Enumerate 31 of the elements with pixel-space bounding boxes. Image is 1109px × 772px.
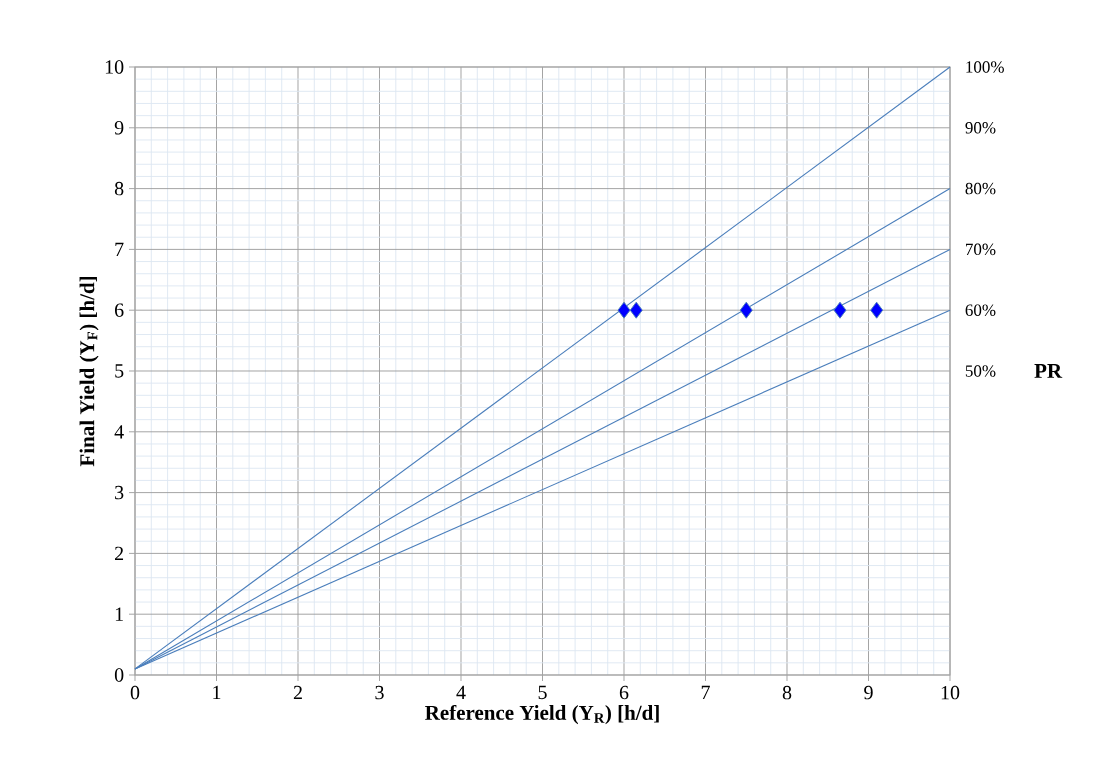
- y2-tick-label: 70%: [966, 243, 996, 256]
- y-tick-label: 2: [115, 546, 124, 561]
- x-tick-label: 3: [375, 685, 384, 700]
- x-tick-label: 1: [213, 685, 221, 700]
- y2-axis-title: PR: [1034, 364, 1063, 378]
- y2-tick-label: 100%: [966, 61, 1004, 73]
- x-tick-label: 5: [538, 685, 547, 700]
- y-tick-label: 3: [115, 485, 124, 500]
- x-tick-label: 6: [619, 685, 629, 700]
- x-tick-label: 7: [701, 685, 710, 699]
- x-tick-label: 4: [456, 685, 466, 700]
- x-tick-label: 10: [941, 685, 960, 700]
- y-tick-label: 1: [115, 607, 123, 621]
- y2-tick-label: 90%: [965, 122, 996, 134]
- y-tick-label: 7: [115, 242, 124, 256]
- y2-tick-label: 60%: [965, 304, 996, 316]
- x-tick-label: 9: [864, 685, 873, 700]
- x-tick-label: 8: [782, 685, 792, 700]
- x-axis-title: Reference Yield (Y$_{R}$) [h/d]: [425, 704, 659, 725]
- y-tick-label: 6: [115, 303, 124, 317]
- x-tick-label: 0: [130, 685, 140, 700]
- y-tick-label: 9: [114, 121, 124, 135]
- y2-tick-label: 50%: [965, 365, 996, 377]
- y-tick-label: 8: [114, 181, 124, 196]
- y-tick-label: 5: [115, 364, 124, 378]
- y2-tick-label: 80%: [965, 182, 996, 195]
- y-tick-label: 4: [114, 425, 124, 439]
- x-tick-label: 2: [293, 685, 302, 700]
- y-tick-label: 10: [105, 60, 124, 74]
- y-axis-title: Final Yield (Y$_{F}$) [h/d]: [79, 276, 99, 467]
- y-tick-label: 0: [114, 668, 124, 682]
